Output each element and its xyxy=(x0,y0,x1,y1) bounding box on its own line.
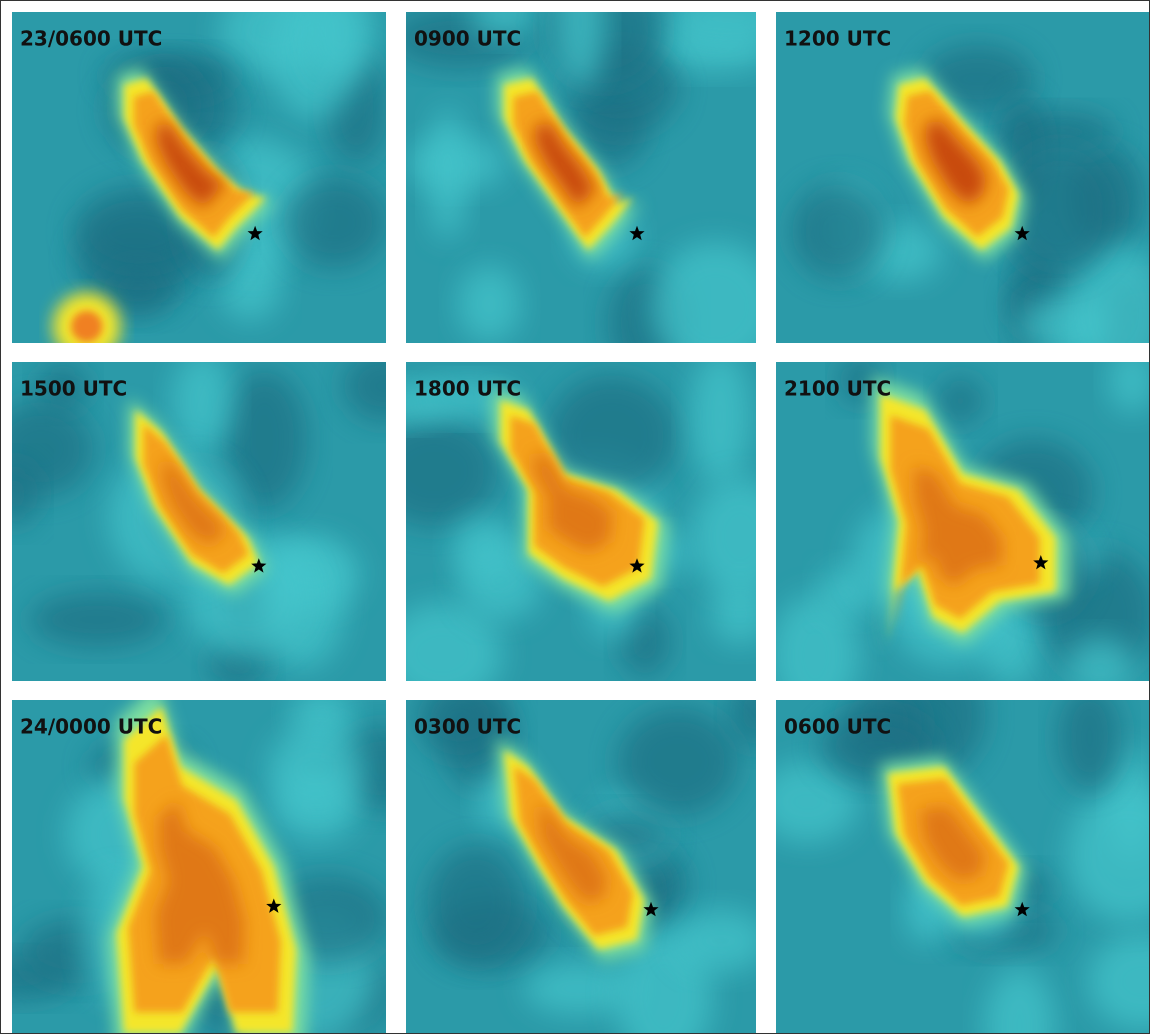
panel: 24/0000 UTC xyxy=(12,700,386,1033)
cold-patch xyxy=(1004,146,1117,276)
cloud-core xyxy=(914,465,1002,591)
warm-patch xyxy=(709,581,756,645)
panel-image xyxy=(406,362,756,681)
cold-patch xyxy=(406,415,498,527)
cloud-core xyxy=(535,122,601,209)
panel-label: 0900 UTC xyxy=(414,27,521,51)
cold-patch xyxy=(416,700,504,757)
cold-patch xyxy=(729,700,756,748)
cold-patch xyxy=(547,374,678,497)
cold-patch xyxy=(921,44,1035,114)
panel-label: 1500 UTC xyxy=(20,377,127,401)
warm-patch xyxy=(171,362,233,452)
panel-label: 1200 UTC xyxy=(784,27,891,51)
warm-patch xyxy=(651,241,756,343)
warm-patch xyxy=(469,12,535,40)
panel: 1200 UTC xyxy=(776,12,1149,343)
station-star xyxy=(629,225,645,241)
cloud-core xyxy=(162,457,225,546)
warm-patch xyxy=(406,602,503,681)
cold-patch xyxy=(221,369,308,510)
warm-patch xyxy=(457,265,522,343)
panel-image xyxy=(12,700,386,1033)
warm-patch xyxy=(1066,637,1135,681)
cloud-core xyxy=(155,800,245,964)
cloud-core xyxy=(920,805,986,881)
cold-patch xyxy=(426,844,525,961)
station-star xyxy=(643,901,659,917)
cold-patch xyxy=(12,462,39,526)
warm-patch xyxy=(1087,933,1149,1030)
panel: 1800 UTC xyxy=(406,362,756,681)
cold-patch xyxy=(838,362,883,405)
warm-patch xyxy=(1063,245,1149,343)
warm-patch xyxy=(554,12,606,89)
panel-label: 24/0000 UTC xyxy=(20,715,162,739)
panel: 0600 UTC xyxy=(776,700,1149,1033)
panel-image xyxy=(406,700,756,1033)
panel: 1500 UTC xyxy=(12,362,386,681)
station-star xyxy=(629,558,645,573)
warm-patch xyxy=(427,108,468,240)
panel-image xyxy=(776,362,1149,681)
warm-patch xyxy=(306,12,374,80)
panel-label: 23/0600 UTC xyxy=(20,27,162,51)
cloud-core xyxy=(156,122,228,209)
panel-image xyxy=(776,700,1149,1033)
warm-patch xyxy=(776,760,859,844)
station-star xyxy=(251,558,267,573)
panel-image xyxy=(12,12,386,343)
panel-image xyxy=(12,362,386,681)
panel-label: 0300 UTC xyxy=(414,715,521,739)
warm-patch xyxy=(1108,362,1149,414)
warm-patch xyxy=(663,12,756,49)
cold-patch xyxy=(937,376,984,425)
panel-label: 2100 UTC xyxy=(784,377,891,401)
station-star xyxy=(1014,225,1030,241)
cold-patch xyxy=(791,183,885,280)
panel-image xyxy=(406,12,756,343)
panel-label: 0600 UTC xyxy=(784,715,891,739)
station-star xyxy=(1014,901,1030,917)
warm-patch xyxy=(524,962,633,1015)
cloud-body xyxy=(143,424,249,574)
panel: 2100 UTC xyxy=(776,362,1149,681)
warm-patch xyxy=(984,967,1055,1033)
cold-patch xyxy=(283,176,386,269)
station-star xyxy=(266,898,282,913)
warm-patch xyxy=(690,477,756,596)
panel-label: 1800 UTC xyxy=(414,377,521,401)
cloud-core xyxy=(925,119,987,206)
warm-patch xyxy=(673,908,756,973)
warm-patch xyxy=(268,726,365,813)
panel-image xyxy=(776,12,1149,343)
panel: 0300 UTC xyxy=(406,700,756,1033)
cold-patch xyxy=(617,707,739,816)
cold-patch xyxy=(37,363,89,412)
panel: 23/0600 UTC xyxy=(12,12,386,343)
cloud-body xyxy=(71,310,103,343)
warm-patch xyxy=(452,516,518,579)
station-star xyxy=(1033,555,1049,570)
warm-patch xyxy=(1066,784,1149,924)
cold-patch xyxy=(1057,700,1122,791)
station-star xyxy=(247,225,263,241)
cold-patch xyxy=(29,592,167,648)
cloud-core xyxy=(537,803,608,903)
warm-patch xyxy=(689,362,751,485)
cloud-core xyxy=(534,451,613,553)
cold-patch xyxy=(343,362,386,422)
panel: 0900 UTC xyxy=(406,12,756,343)
